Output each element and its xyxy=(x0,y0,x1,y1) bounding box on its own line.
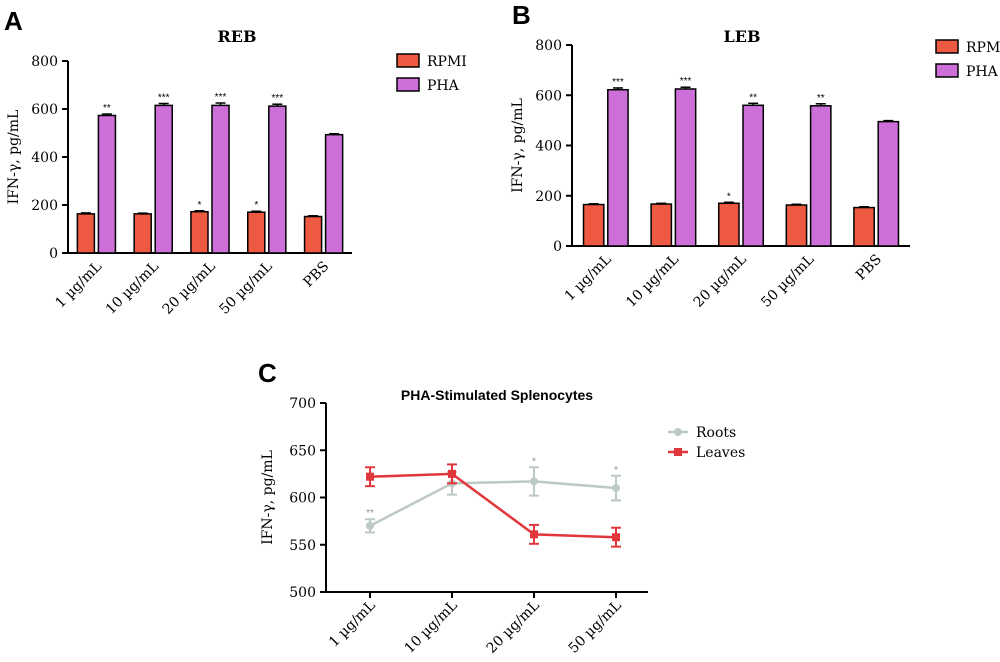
significance-marker: * xyxy=(254,200,258,211)
legend-swatch-pha xyxy=(396,77,420,92)
data-point-roots xyxy=(612,484,620,493)
panel-label: B xyxy=(512,0,531,30)
bar-rpmi xyxy=(190,210,209,254)
significance-marker: * xyxy=(198,200,202,211)
bar-rpmi xyxy=(133,213,152,254)
y-axis-label: IFN-γ, pg/mL xyxy=(6,110,22,205)
panel-label: A xyxy=(4,6,23,36)
significance-marker: ** xyxy=(366,508,374,519)
x-tick-label: PBS xyxy=(300,259,332,291)
x-tick-label: PBS xyxy=(853,252,885,284)
x-tick-label: 50 µg/mL xyxy=(216,259,275,318)
significance-marker: ** xyxy=(749,92,757,103)
y-tick-label: 800 xyxy=(31,54,58,70)
y-tick-label: 800 xyxy=(535,38,562,54)
bar-rpmi xyxy=(303,215,323,254)
bar-rpmi xyxy=(853,206,875,247)
x-tick-label: 10 µg/mL xyxy=(103,259,162,318)
y-tick-label: 400 xyxy=(535,139,562,155)
series-line-roots xyxy=(369,480,617,527)
bar-rpmi xyxy=(76,213,96,254)
data-point-leaves xyxy=(612,533,620,542)
significance-marker: *** xyxy=(158,92,170,103)
significance-marker: *** xyxy=(612,77,624,88)
y-axis-label: IFN-γ, pg/mL xyxy=(260,450,276,545)
legend-label: PHA xyxy=(427,78,460,94)
legend-label: PHA xyxy=(966,64,999,80)
x-tick-label: 20 µg/mL xyxy=(691,252,750,311)
bar-pha xyxy=(809,105,832,247)
bar-rpmi xyxy=(650,203,673,247)
x-tick-label: 20 µg/mL xyxy=(484,598,543,657)
y-axis-label: IFN-γ, pg/mL xyxy=(510,98,526,193)
y-tick-label: 600 xyxy=(289,491,316,507)
bar-rpmi xyxy=(247,211,266,254)
x-tick-label: 50 µg/mL xyxy=(566,598,625,657)
y-tick-label: 0 xyxy=(553,239,562,255)
significance-marker: *** xyxy=(215,92,227,103)
y-tick-label: 400 xyxy=(31,150,58,166)
bar-pha xyxy=(877,120,900,247)
significance-marker: *** xyxy=(271,93,283,104)
significance-marker: *** xyxy=(680,76,692,87)
legend-swatch-rpmi xyxy=(935,39,959,54)
y-tick-label: 500 xyxy=(289,585,316,601)
bar-pha xyxy=(742,104,765,247)
legend-marker xyxy=(674,448,682,456)
legend-label: Leaves xyxy=(696,445,745,461)
y-tick-label: 600 xyxy=(535,88,562,104)
bar-pha xyxy=(324,133,344,254)
y-tick-label: 200 xyxy=(535,189,562,205)
data-point-leaves xyxy=(366,472,374,481)
y-tick-label: 550 xyxy=(289,538,316,554)
x-tick-label: 20 µg/mL xyxy=(160,259,219,318)
legend-label: RPMI xyxy=(966,40,1000,56)
y-tick-label: 200 xyxy=(31,198,58,214)
significance-marker: * xyxy=(614,465,618,476)
x-tick-label: 1 µg/mL xyxy=(562,252,615,305)
legend-label: RPMI xyxy=(427,54,467,70)
bar-rpmi xyxy=(717,202,740,247)
chart-title: PHA-Stimulated Splenocytes xyxy=(401,387,593,403)
x-tick-label: 50 µg/mL xyxy=(758,252,817,311)
significance-marker: ** xyxy=(817,93,825,104)
significance-marker: * xyxy=(727,191,731,202)
x-tick-label: 10 µg/mL xyxy=(402,598,461,657)
y-tick-label: 650 xyxy=(289,443,316,459)
significance-marker: ** xyxy=(103,103,111,114)
bar-pha xyxy=(607,88,629,247)
legend-marker xyxy=(674,428,682,436)
bar-pha xyxy=(97,114,117,254)
legend-swatch-pha xyxy=(935,63,959,78)
bar-pha xyxy=(268,105,287,254)
x-tick-label: 10 µg/mL xyxy=(623,252,682,311)
data-point-roots xyxy=(530,477,538,486)
data-point-roots xyxy=(366,521,374,530)
significance-marker: * xyxy=(532,456,536,467)
line-panel-c: C PHA-Stimulated Splenocytes 500 550 600 650 7… xyxy=(258,358,745,657)
bar-rpmi xyxy=(785,204,808,247)
data-point-leaves xyxy=(448,469,456,478)
y-tick-label: 0 xyxy=(49,246,58,262)
series-line-leaves xyxy=(369,472,617,539)
bar-pha xyxy=(211,104,230,254)
legend-swatch-rpmi xyxy=(396,53,420,68)
data-point-leaves xyxy=(530,530,538,539)
bar-pha xyxy=(674,88,697,247)
panel-label: C xyxy=(258,358,277,388)
y-tick-label: 700 xyxy=(289,396,316,412)
legend-label: Roots xyxy=(696,425,736,441)
x-tick-label: 1 µg/mL xyxy=(326,598,379,651)
x-tick-label: 1 µg/mL xyxy=(52,259,105,312)
bar-rpmi xyxy=(582,203,605,247)
bar-pha xyxy=(154,104,173,254)
chart-title: REB xyxy=(217,27,256,46)
y-tick-label: 600 xyxy=(31,102,58,118)
chart-title: LEB xyxy=(724,27,761,46)
